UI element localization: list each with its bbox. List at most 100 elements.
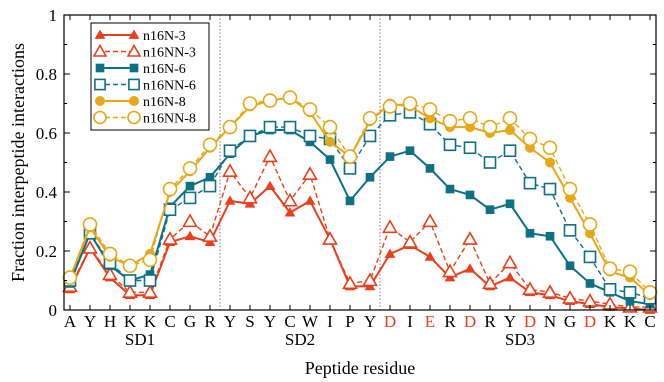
data-point <box>127 110 141 125</box>
region-separators <box>219 15 381 310</box>
y-tick-label: 0.6 <box>36 124 57 143</box>
data-point <box>82 217 98 232</box>
data-point <box>545 157 555 168</box>
data-point <box>623 285 637 299</box>
data-point <box>222 163 238 178</box>
x-tick-label: K <box>124 312 137 331</box>
data-point <box>94 29 106 39</box>
x-tick-label: S <box>245 312 254 331</box>
data-point <box>462 110 478 126</box>
data-point <box>542 140 558 156</box>
x-tick-label: R <box>484 312 496 331</box>
legend-entry: n16NN-8 <box>93 110 196 127</box>
data-point <box>184 230 196 241</box>
x-tick-label: Y <box>84 312 96 331</box>
data-point <box>243 129 257 143</box>
x-tick-label: D <box>524 312 536 331</box>
data-point <box>463 141 477 155</box>
data-point <box>525 228 535 238</box>
data-point <box>202 137 218 153</box>
data-point <box>94 78 106 91</box>
data-point <box>123 274 137 287</box>
data-point <box>485 205 495 215</box>
data-point <box>462 231 478 245</box>
data-point <box>603 283 617 296</box>
data-point <box>345 196 355 206</box>
x-tick-label: A <box>64 312 77 331</box>
data-point <box>442 113 458 129</box>
legend-label: n16NN-6 <box>143 79 196 94</box>
series-layer <box>62 90 658 314</box>
data-point <box>62 270 78 285</box>
data-point <box>382 99 398 114</box>
x-tick-label: K <box>624 312 637 331</box>
data-point <box>425 164 435 173</box>
x-tick-label: K <box>144 312 157 331</box>
x-tick-label: W <box>302 312 319 331</box>
data-point <box>304 195 316 205</box>
series-line <box>69 154 650 308</box>
data-point <box>142 252 158 268</box>
data-point <box>582 217 598 232</box>
x-tick-label: C <box>164 312 175 331</box>
data-point <box>342 149 358 164</box>
y-axis-label: Fraction interpeptide interactions <box>8 43 28 282</box>
region-label: SD1 <box>125 330 155 349</box>
data-point <box>562 290 578 304</box>
data-point <box>129 63 139 73</box>
data-point <box>262 148 278 163</box>
data-point <box>92 43 108 57</box>
x-tick-label: Y <box>364 312 376 331</box>
series-line <box>69 111 651 299</box>
data-point <box>303 129 317 143</box>
data-point <box>325 136 335 147</box>
data-point <box>482 275 498 290</box>
x-tick-label: C <box>644 312 655 331</box>
data-point <box>325 155 335 164</box>
data-point <box>505 125 515 136</box>
data-point <box>602 261 618 277</box>
data-point <box>424 251 436 261</box>
data-point <box>282 192 298 207</box>
x-tick-label: Y <box>504 312 516 331</box>
data-point <box>283 120 297 134</box>
data-point <box>405 146 415 156</box>
data-point <box>128 29 140 39</box>
data-point <box>565 261 575 271</box>
data-point <box>504 272 516 282</box>
data-point <box>562 181 578 197</box>
data-point <box>542 284 558 298</box>
data-point <box>162 181 178 197</box>
data-point <box>445 184 455 194</box>
data-point <box>363 129 377 143</box>
x-tick-label: I <box>407 312 413 331</box>
data-point <box>203 179 217 193</box>
region-label: SD2 <box>285 330 315 349</box>
y-tick-label: 0.8 <box>36 65 57 84</box>
data-point <box>282 90 298 105</box>
data-point <box>122 284 138 298</box>
data-point <box>583 250 597 264</box>
x-tick-label: D <box>384 312 396 331</box>
legend-entry: n16NN-6 <box>94 78 196 94</box>
data-point <box>342 275 358 290</box>
data-point <box>182 161 198 176</box>
legend-entry: n16NN-3 <box>92 43 196 61</box>
data-point <box>126 43 142 57</box>
data-point <box>102 266 118 281</box>
data-point <box>129 96 139 106</box>
data-point <box>382 219 398 234</box>
data-point <box>563 224 577 237</box>
data-point <box>402 234 418 248</box>
y-tick-label: 0.4 <box>36 183 58 202</box>
x-tick-label: G <box>564 312 576 331</box>
data-point <box>422 102 438 117</box>
data-point <box>202 228 218 242</box>
data-point <box>122 258 138 274</box>
legend-entry: n16N-8 <box>95 95 186 110</box>
data-point <box>223 144 237 158</box>
data-point <box>402 96 418 111</box>
data-point <box>183 191 197 205</box>
data-point <box>362 272 378 287</box>
